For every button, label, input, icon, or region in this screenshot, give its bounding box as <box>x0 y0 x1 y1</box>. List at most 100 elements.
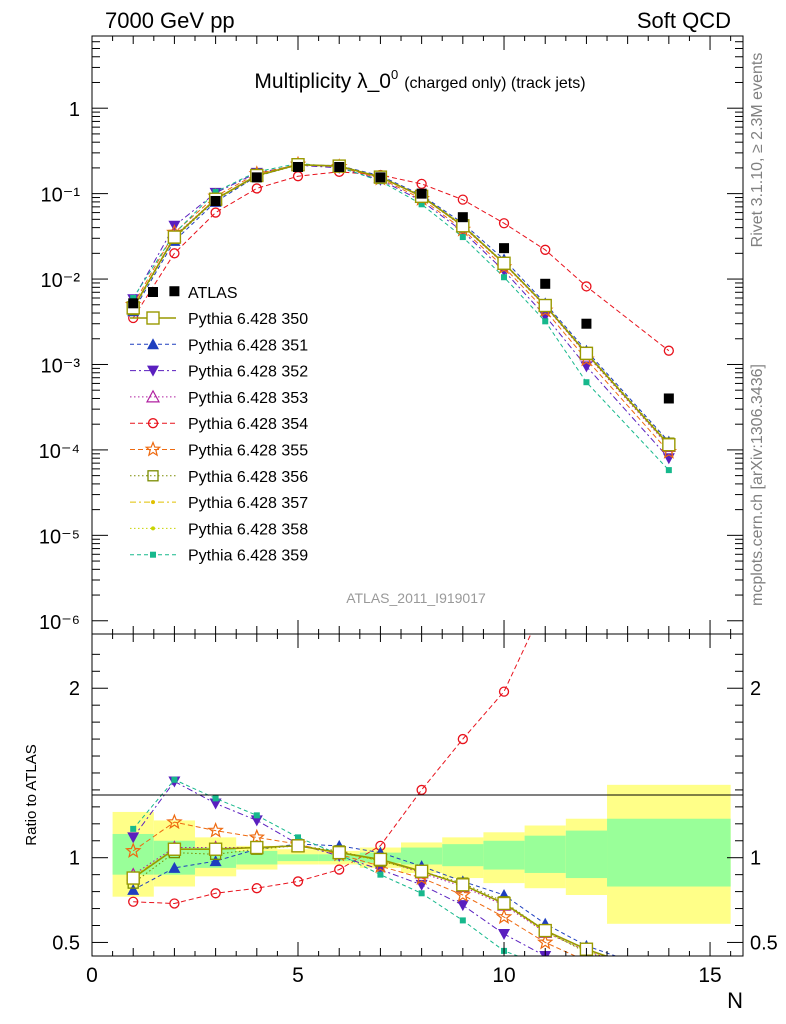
atlas-data-point <box>128 298 139 309</box>
marker-square-filled <box>212 188 219 195</box>
ratio-y-tick-label-right: 2 <box>750 678 761 700</box>
title-detail: (charged only) (track jets) <box>404 75 585 92</box>
marker-square-open <box>147 470 159 482</box>
atlas-data-point <box>581 318 592 329</box>
marker-square-open <box>332 845 346 860</box>
y-tick-label: 10⁻³ <box>41 355 81 377</box>
y-tick-label: 10⁻⁶ <box>39 612 80 634</box>
marker-circle-open <box>169 248 180 259</box>
title-superscript: 0 <box>391 67 398 82</box>
marker-triangle-up <box>127 883 140 895</box>
marker-triangle-down <box>663 988 675 999</box>
marker-square-open <box>497 256 511 270</box>
marker-triangle-up <box>147 338 159 350</box>
marker-square-filled <box>377 871 384 878</box>
analysis-watermark: ATLAS_2011_I919017 <box>346 590 486 606</box>
x-tick-label: 0 <box>86 964 98 987</box>
marker-triangle-up <box>209 855 222 867</box>
marker-circle-open <box>210 207 221 218</box>
legend-data-marker <box>148 287 158 297</box>
marker-square-filled <box>459 917 466 924</box>
legend-label: Pythia 6.428 358 <box>188 521 308 538</box>
marker-triangle-open <box>145 389 161 403</box>
marker-star <box>454 886 472 903</box>
marker-square-open <box>538 298 552 313</box>
marker-square-filled <box>150 551 156 558</box>
marker-square-open <box>664 973 674 983</box>
atlas-data-point <box>169 286 180 297</box>
ratio-plot-panel: 0 5 10 15 0.5 0.5 1 1 2 2 Ratio to ATLAS <box>23 531 778 999</box>
ratio-band-inner <box>401 847 443 865</box>
marker-circle-open <box>582 531 591 540</box>
legend-label: ATLAS <box>188 285 238 302</box>
ratio-band-inner <box>277 854 319 862</box>
marker-square-filled <box>130 825 137 832</box>
x-tick-label: 5 <box>292 964 304 987</box>
atlas-data-point <box>293 161 304 172</box>
ratio-series-line <box>133 634 532 905</box>
marker-circle-open <box>457 733 468 745</box>
legend-label: Pythia 6.428 352 <box>188 364 308 381</box>
marker-circle-open <box>540 244 551 255</box>
atlas-data-point <box>540 278 551 289</box>
ratio-series-line <box>132 821 577 956</box>
plot-title: Multiplicity λ_00 (charged only) (track j… <box>254 67 585 93</box>
marker-square-open <box>373 852 388 867</box>
marker-triangle-down <box>498 928 511 940</box>
marker-circle-open <box>416 178 427 190</box>
legend: ATLAS Pythia 6.428 350 Pythia 6.428 351 Pyt… <box>130 285 308 565</box>
marker-square-filled <box>171 776 178 783</box>
marker-triangle-down <box>662 453 675 465</box>
ratio-y-tick-label-right: 0.5 <box>750 932 778 954</box>
marker-star <box>537 933 554 950</box>
rivet-version-label: Rivet 3.1.10, ≥ 2.3M events <box>749 53 766 248</box>
marker-triangle-down <box>456 900 469 912</box>
x-tick-label: 15 <box>698 964 721 987</box>
marker-square-filled <box>665 467 672 474</box>
marker-square-filled <box>418 890 425 897</box>
marker-circle-open <box>663 345 674 356</box>
legend-label: Pythia 6.428 353 <box>188 390 308 407</box>
marker-circle-open <box>128 896 139 907</box>
process-label: Soft QCD <box>637 8 731 33</box>
atlas-data-point <box>499 243 510 254</box>
atlas-data-point <box>457 212 468 223</box>
legend-label: Pythia 6.428 354 <box>188 416 308 433</box>
marker-triangle-down <box>147 365 159 377</box>
marker-circle-open <box>457 194 468 205</box>
marker-triangle-up <box>168 861 181 873</box>
marker-square-filled <box>459 234 466 241</box>
marker-square-open <box>663 972 675 984</box>
marker-dot <box>151 500 155 505</box>
marker-square-open <box>579 346 594 361</box>
atlas-data-point <box>210 195 221 206</box>
marker-square-open <box>146 311 160 325</box>
atlas-data-point <box>663 393 674 404</box>
marker-square-open <box>126 871 140 885</box>
marker-circle-open <box>169 898 180 909</box>
atlas-data-point <box>416 188 427 199</box>
marker-triangle-down <box>580 968 592 979</box>
marker-triangle-up <box>663 969 675 980</box>
marker-square-open <box>167 842 182 856</box>
ratio-series-group <box>124 531 675 999</box>
energy-label: 7000 GeV pp <box>105 8 235 33</box>
marker-triangle-open <box>663 974 675 985</box>
marker-circle-open <box>251 883 262 894</box>
marker-square-open <box>250 840 264 855</box>
ratio-band-inner <box>565 830 608 879</box>
marker-star <box>495 908 513 925</box>
marker-square-filled <box>418 201 425 208</box>
marker-square-open <box>208 842 223 856</box>
marker-star <box>207 821 224 838</box>
marker-square-filled <box>542 318 549 325</box>
marker-star <box>248 828 266 845</box>
marker-square-open <box>167 230 182 244</box>
legend-label: Pythia 6.428 355 <box>188 443 308 460</box>
marker-star <box>166 813 183 830</box>
marker-square-filled <box>583 379 590 386</box>
ratio-band-inner <box>483 840 525 870</box>
y-tick-label: 10⁻⁴ <box>39 441 80 463</box>
y-tick-label: 10⁻⁵ <box>39 526 80 548</box>
y-tick-label: 10⁻² <box>41 270 81 292</box>
